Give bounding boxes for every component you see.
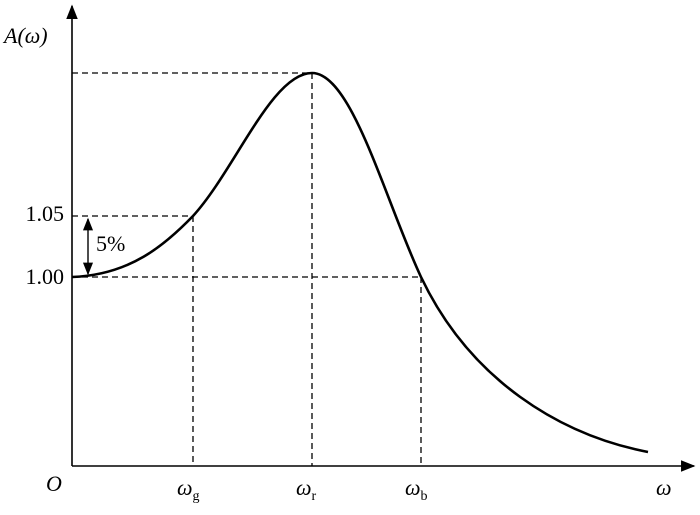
symbol: ω: [296, 475, 312, 500]
symbol: ω: [405, 475, 421, 500]
symbol: ω: [177, 475, 193, 500]
subscript: b: [421, 489, 428, 504]
origin-label: O: [46, 471, 62, 496]
x-mark-label: ωr: [296, 475, 317, 504]
subscript: g: [193, 489, 200, 504]
x-marks: ωg ωr ωb: [177, 475, 428, 504]
x-mark-label: ωg: [177, 475, 200, 504]
x-mark-label: ωb: [405, 475, 428, 504]
amplitude-curve: [71, 71, 649, 454]
level-label: 1.00: [26, 264, 65, 289]
level-label: 1.05: [26, 201, 65, 226]
x-axis-label: ω: [656, 475, 672, 500]
y-axis-label: A(ω): [2, 23, 48, 48]
subscript: r: [312, 489, 317, 504]
annotation: 5%: [96, 231, 125, 256]
